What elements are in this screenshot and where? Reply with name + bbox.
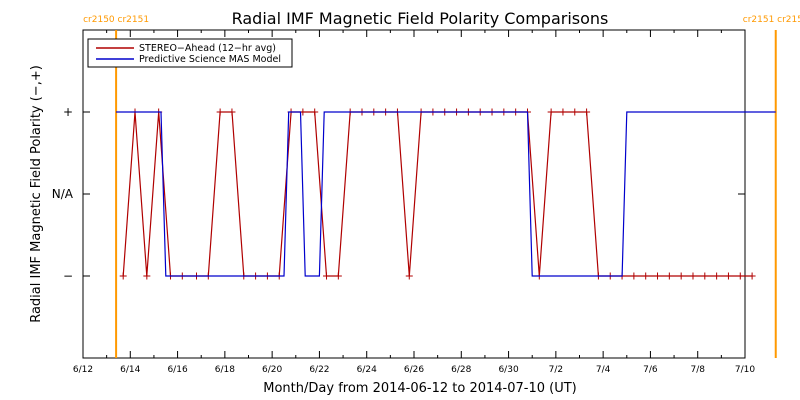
x-tick-label: 6/16	[167, 365, 187, 375]
x-tick-label: 6/28	[451, 365, 471, 375]
chart-title: Radial IMF Magnetic Field Polarity Compa…	[232, 9, 609, 28]
stereo-series-line	[122, 111, 753, 277]
x-tick-label: 7/10	[735, 365, 755, 375]
x-tick-label: 6/26	[404, 365, 424, 375]
carrington-markers: cr2150 cr2151 cr2151 cr2152	[83, 15, 800, 358]
model-series-line	[116, 111, 776, 277]
x-tick-label: 7/2	[549, 365, 563, 375]
carrington-label: cr2150 cr2151	[83, 15, 149, 25]
legend-label-stereo: STEREO−Ahead (12−hr avg)	[139, 43, 276, 54]
x-tick-label: 6/24	[357, 365, 377, 375]
legend: STEREO−Ahead (12−hr avg) Predictive Scie…	[87, 38, 293, 68]
plot-frame	[82, 29, 746, 359]
x-axis: 6/12 6/14 6/16 6/18 6/20 6/22 6/24 6/26 6/28 6/30…	[73, 30, 755, 375]
y-axis-label: Radial IMF Magnetic Field Polarity (−,+)	[29, 65, 44, 323]
x-tick-label: 7/4	[596, 365, 611, 375]
y-tick-label: +	[63, 105, 73, 119]
x-tick-label: 7/8	[690, 365, 705, 375]
y-tick-label: N/A	[52, 187, 74, 201]
x-axis-label: Month/Day from 2014-06-12 to 2014-07-10 …	[263, 381, 576, 396]
legend-box	[87, 38, 293, 68]
x-tick-label: 6/22	[309, 365, 329, 375]
legend-label-model: Predictive Science MAS Model	[139, 54, 281, 65]
series-lines	[116, 108, 776, 280]
x-tick-label: 7/6	[643, 365, 658, 375]
y-tick-label: −	[63, 269, 73, 283]
x-tick-label: 6/18	[215, 365, 235, 375]
x-tick-label: 6/20	[262, 365, 282, 375]
x-tick-label: 6/30	[498, 365, 518, 375]
x-tick-label: 6/14	[120, 365, 140, 375]
carrington-label: cr2151 cr2152	[743, 15, 800, 25]
x-tick-label: 6/12	[73, 365, 93, 375]
